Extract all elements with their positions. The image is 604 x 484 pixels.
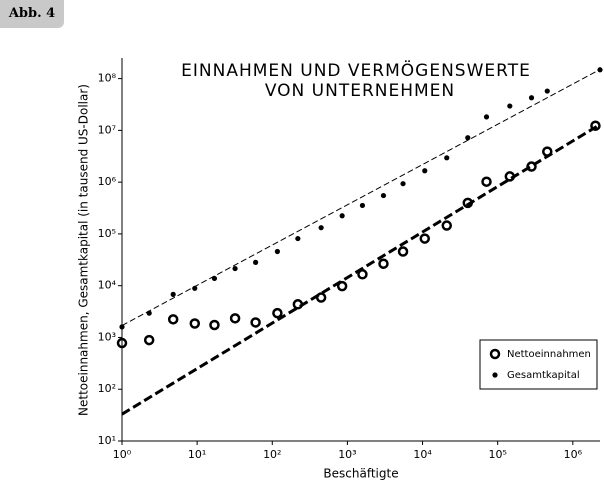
- legend-marker: [489, 348, 501, 360]
- point: [209, 319, 220, 331]
- point: [397, 246, 409, 257]
- point: [170, 291, 176, 297]
- point: [232, 265, 238, 272]
- point: [462, 197, 474, 209]
- point: [146, 310, 152, 316]
- y-axis-label: Nettoeinnahmen, Gesamtkapital (in tausen…: [77, 84, 91, 416]
- x-axis-label: Beschäftigte: [323, 467, 398, 481]
- y-tick-label: 10⁵: [98, 227, 116, 240]
- figure-label: Abb. 4: [0, 0, 64, 28]
- point: [167, 314, 179, 325]
- point: [465, 135, 471, 141]
- point: [359, 202, 366, 209]
- point: [116, 337, 128, 349]
- point: [400, 181, 406, 187]
- y-tick-label: 10⁶: [98, 175, 117, 188]
- point: [357, 269, 368, 280]
- point: [143, 334, 155, 346]
- point: [380, 192, 387, 199]
- y-tick-label: 10⁴: [98, 279, 117, 292]
- x-tick-label: 10⁶: [564, 448, 583, 461]
- point: [483, 114, 490, 120]
- point: [318, 225, 324, 231]
- x-tick-label: 10³: [338, 448, 356, 461]
- point: [189, 318, 201, 329]
- point: [526, 161, 537, 172]
- y-tick-label: 10⁷: [98, 123, 116, 136]
- y-tick-label: 10³: [98, 330, 116, 343]
- point: [274, 248, 280, 255]
- point: [542, 146, 553, 157]
- legend-marker: [492, 372, 498, 378]
- y-tick-label: 10²: [98, 382, 116, 395]
- point: [504, 171, 516, 182]
- chart-title: EINNAHMEN UND VERMÖGENSWERTE: [181, 59, 531, 81]
- point: [272, 307, 283, 319]
- trend-line: [121, 69, 601, 326]
- point: [422, 168, 428, 174]
- chart-title: VON UNTERNEHMEN: [265, 81, 455, 101]
- x-tick-label: 10⁴: [413, 448, 432, 461]
- point: [597, 67, 603, 73]
- point: [292, 299, 304, 310]
- legend-label: Nettoeinnahmen: [507, 349, 591, 360]
- point: [315, 292, 327, 303]
- point: [295, 235, 301, 242]
- point: [211, 275, 218, 282]
- point: [544, 88, 550, 94]
- point: [444, 155, 450, 161]
- point: [590, 120, 601, 131]
- point: [481, 176, 492, 187]
- point: [507, 103, 513, 109]
- point: [253, 259, 259, 265]
- x-tick-label: 10⁰: [113, 448, 132, 461]
- point: [378, 258, 389, 269]
- x-tick-label: 10¹: [188, 448, 206, 461]
- x-tick-label: 10²: [263, 448, 281, 461]
- legend-label: Gesamtkapital: [507, 370, 580, 381]
- legend-box: [479, 339, 598, 390]
- point: [419, 233, 431, 244]
- y-tick-label: 10¹: [98, 434, 116, 447]
- y-tick-label: 10⁸: [98, 72, 117, 85]
- point: [336, 280, 348, 292]
- x-tick-label: 10⁵: [488, 448, 506, 461]
- point: [339, 213, 345, 219]
- point: [192, 285, 198, 291]
- point: [250, 317, 261, 328]
- point: [119, 324, 125, 330]
- point: [441, 220, 453, 231]
- point: [229, 313, 241, 324]
- point: [528, 95, 535, 101]
